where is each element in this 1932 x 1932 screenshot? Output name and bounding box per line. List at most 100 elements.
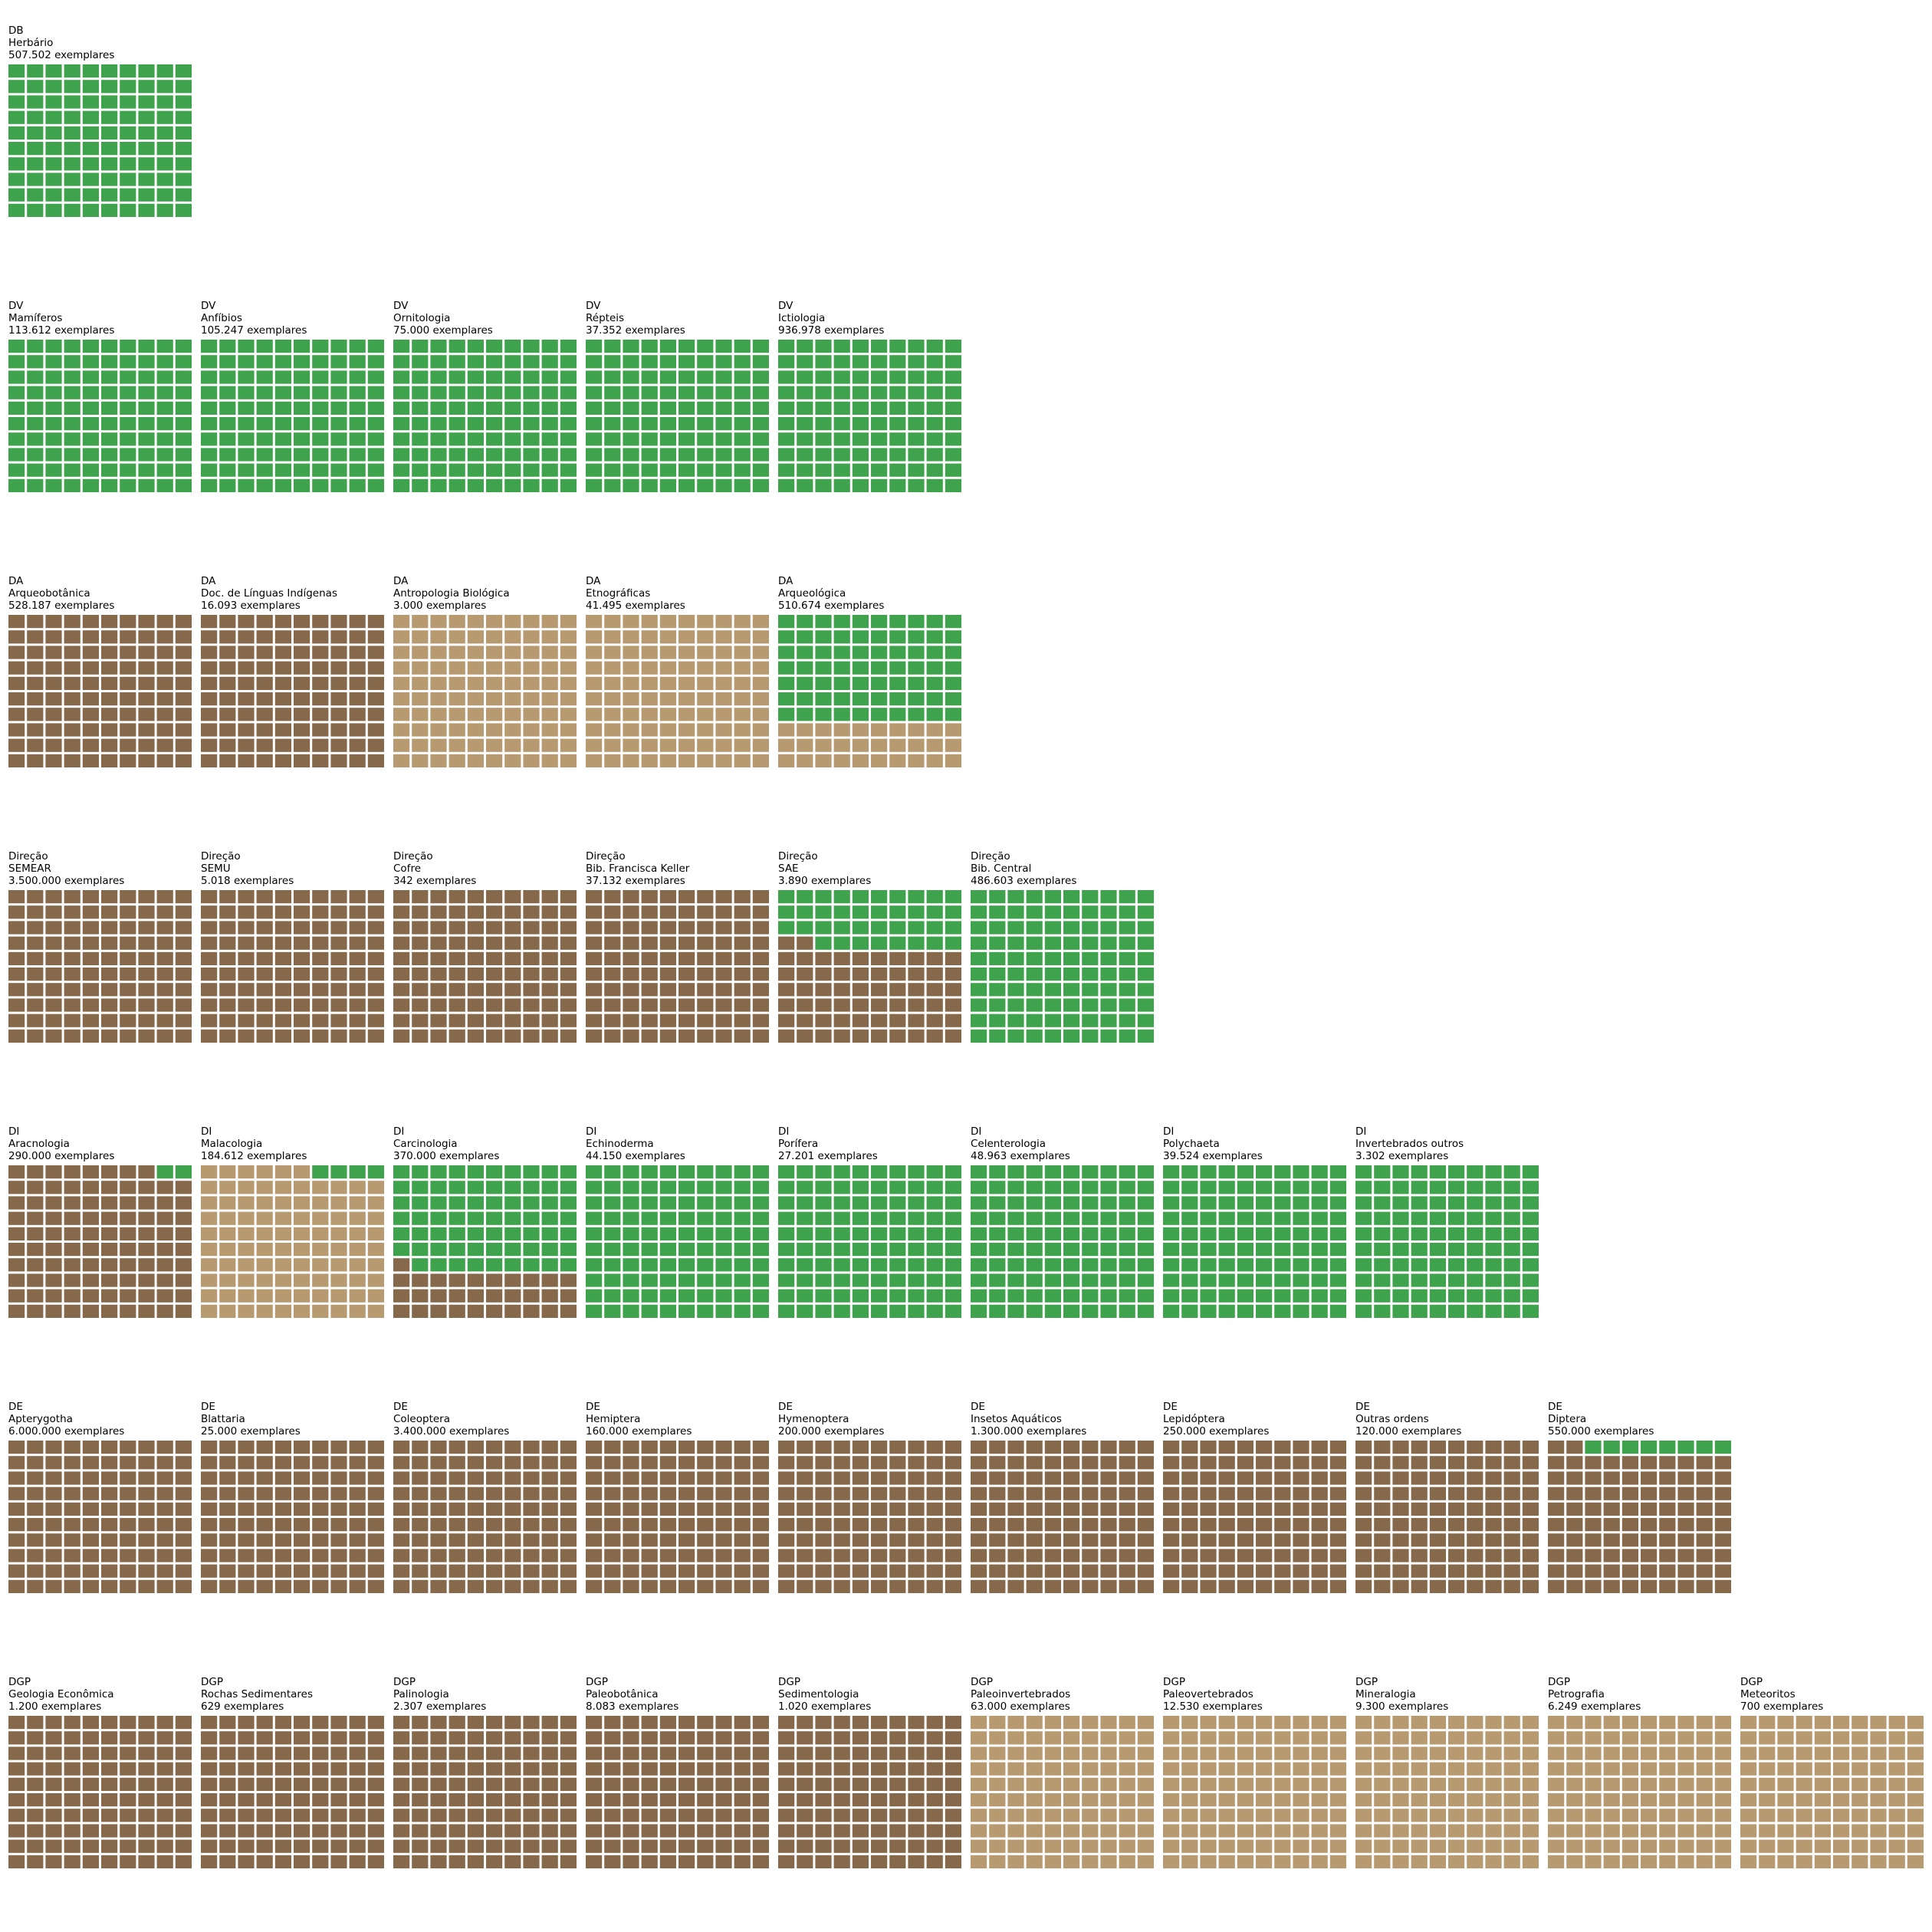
waffle-cell-light-brown xyxy=(1082,1855,1099,1868)
waffle-cell-dark-brown xyxy=(1200,1441,1217,1454)
waffle-cell-dark-brown xyxy=(889,1441,906,1454)
waffle-cell-green xyxy=(852,661,869,675)
waffle-cell-dark-brown xyxy=(27,1029,44,1043)
waffle-cell-dark-brown xyxy=(1696,1564,1713,1578)
waffle-cell-dark-brown xyxy=(604,1824,621,1838)
waffle-cell-dark-brown xyxy=(778,1579,795,1593)
waffle-cell-green xyxy=(752,401,769,415)
waffle-cell-dark-brown xyxy=(1503,1502,1520,1516)
waffle-cell-dark-brown xyxy=(238,615,255,629)
waffle-cell-dark-brown xyxy=(45,1441,62,1454)
waffle-cell-green xyxy=(908,432,925,446)
waffle-cell-green xyxy=(871,1211,888,1225)
waffle-cell-green xyxy=(659,1243,676,1257)
waffle-cell-dark-brown xyxy=(8,1549,25,1562)
waffle-cell-dark-brown xyxy=(101,1181,118,1194)
waffle-cell-green xyxy=(715,1289,732,1303)
waffle-cell-light-brown xyxy=(989,1777,1006,1791)
waffle-cell-green xyxy=(1119,1181,1135,1194)
waffle-cell-green xyxy=(1392,1196,1409,1210)
waffle-cell-dark-brown xyxy=(971,1518,987,1532)
waffle-cell-green xyxy=(852,340,869,353)
waffle-cell-green xyxy=(871,386,888,399)
waffle-cell-dark-brown xyxy=(430,1746,447,1760)
waffle-cell-dark-brown xyxy=(467,936,484,950)
waffle-cell-dark-brown xyxy=(833,1716,850,1730)
waffle-cell-green xyxy=(1100,1211,1117,1225)
waffle-cell-dark-brown xyxy=(541,1716,558,1730)
waffle-cell-green xyxy=(659,448,676,462)
waffle-cell-dark-brown xyxy=(349,998,366,1012)
waffle-cell-dark-brown xyxy=(201,1746,218,1760)
waffle-cell-light-brown xyxy=(1814,1824,1831,1838)
waffle-cell-green xyxy=(871,1181,888,1194)
waffle-cell-dark-brown xyxy=(641,1441,658,1454)
waffle-cell-light-brown xyxy=(1548,1746,1565,1760)
waffle-cell-green xyxy=(889,676,906,690)
waffle-cell-dark-brown xyxy=(560,1456,577,1470)
waffle-cell-light-brown xyxy=(1585,1746,1602,1760)
waffle-cell-green xyxy=(641,463,658,477)
waffle-cell-green xyxy=(659,340,676,353)
waffle-cell-dark-brown xyxy=(201,1855,218,1868)
waffle-cell-green xyxy=(1522,1181,1539,1194)
waffle-cell-green xyxy=(734,1165,751,1179)
waffle-cell-dark-brown xyxy=(156,1487,173,1500)
waffle-cell-dark-brown xyxy=(641,905,658,919)
panel-department-label: DGP xyxy=(8,1676,31,1688)
waffle-cell-light-brown xyxy=(1585,1731,1602,1745)
waffle-cell-light-brown xyxy=(604,676,621,690)
waffle-cell-dark-brown xyxy=(274,1564,291,1578)
waffle-cell-dark-brown xyxy=(697,1549,714,1562)
waffle-cell-green xyxy=(734,432,751,446)
waffle-cell-green xyxy=(8,95,25,109)
waffle-cell-light-brown xyxy=(1777,1746,1794,1760)
waffle-cell-green xyxy=(1311,1196,1328,1210)
waffle-cell-dark-brown xyxy=(367,1029,384,1043)
waffle-cell-light-brown xyxy=(1063,1716,1080,1730)
waffle-cell-light-brown xyxy=(541,708,558,721)
waffle-cell-dark-brown xyxy=(659,1746,676,1760)
waffle-cell-dark-brown xyxy=(541,1456,558,1470)
waffle-cell-light-brown xyxy=(1448,1855,1465,1868)
waffle-cell-dark-brown xyxy=(697,1014,714,1027)
panel-department-label: DI xyxy=(393,1125,404,1138)
waffle-cell-dark-brown xyxy=(312,1746,329,1760)
waffle-cell-green xyxy=(641,432,658,446)
waffle-cell-green xyxy=(1163,1165,1180,1179)
waffle-cell-green xyxy=(908,661,925,675)
waffle-cell-dark-brown xyxy=(27,754,44,767)
waffle-cell-dark-brown xyxy=(238,692,255,706)
waffle-cell-light-brown xyxy=(1622,1716,1638,1730)
waffle-cell-green xyxy=(430,1258,447,1272)
waffle-cell-light-brown xyxy=(1181,1746,1198,1760)
waffle-cell-dark-brown xyxy=(294,951,310,965)
waffle-cell-dark-brown xyxy=(238,1793,255,1807)
panel-department-label: Direção xyxy=(393,850,433,863)
waffle-cell-dark-brown xyxy=(82,1196,99,1210)
waffle-cell-dark-brown xyxy=(697,968,714,981)
waffle-cell-green xyxy=(201,463,218,477)
waffle-cell-dark-brown xyxy=(1100,1549,1117,1562)
waffle-cell-dark-brown xyxy=(697,905,714,919)
waffle-cell-dark-brown xyxy=(156,1014,173,1027)
waffle-cell-dark-brown xyxy=(945,1793,961,1807)
waffle-cell-light-brown xyxy=(1007,1777,1024,1791)
waffle-cell-dark-brown xyxy=(1714,1533,1731,1547)
waffle-cell-dark-brown xyxy=(1696,1579,1713,1593)
waffle-cell-dark-brown xyxy=(27,676,44,690)
waffle-cell-dark-brown xyxy=(752,983,769,997)
panel-collection-label: Paleovertebrados xyxy=(1163,1688,1254,1700)
waffle-cell-green xyxy=(797,401,813,415)
waffle-cell-dark-brown xyxy=(1467,1471,1484,1485)
waffle-cell-dark-brown xyxy=(1392,1564,1409,1578)
waffle-cell-green xyxy=(45,340,62,353)
waffle-cell-dark-brown xyxy=(101,1809,118,1822)
waffle-cell-green xyxy=(560,1196,577,1210)
waffle-cell-dark-brown xyxy=(393,905,410,919)
waffle-cell-green xyxy=(678,1289,695,1303)
